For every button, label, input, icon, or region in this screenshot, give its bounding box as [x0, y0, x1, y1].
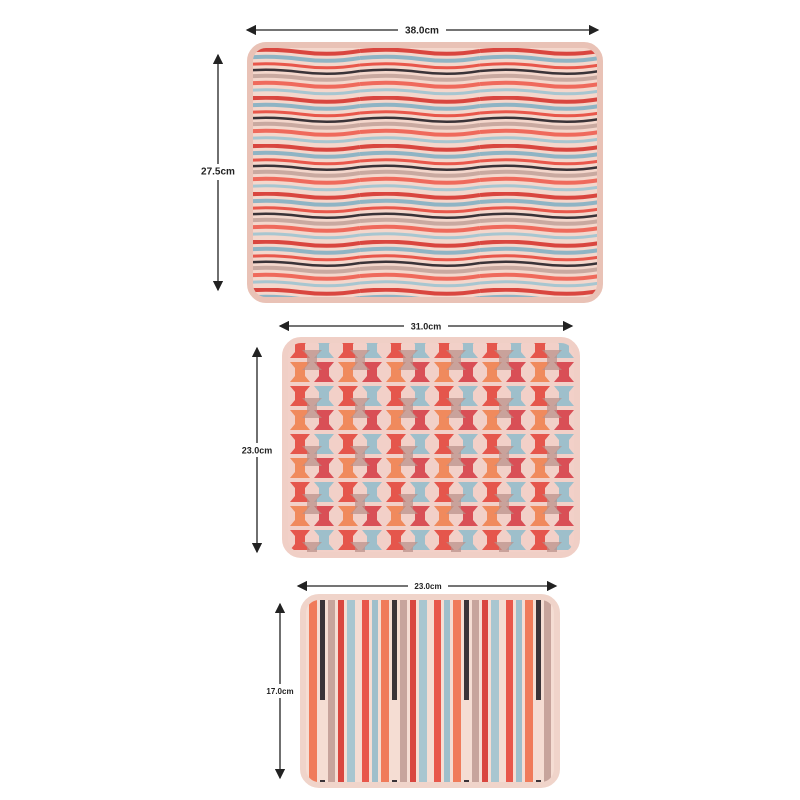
- height-label: 17.0cm: [266, 687, 293, 696]
- label-bg: [404, 319, 448, 333]
- label-bg: [235, 443, 279, 457]
- tray-medium: [282, 337, 580, 558]
- label-bg: [398, 22, 446, 38]
- height-label: 27.5cm: [201, 167, 235, 178]
- height-label: 23.0cm: [242, 445, 273, 455]
- width-label: 31.0cm: [411, 321, 442, 331]
- width-label: 23.0cm: [414, 582, 441, 591]
- label-bg: [408, 579, 448, 593]
- label-bg: [262, 684, 298, 698]
- tray-small: [300, 594, 560, 788]
- width-label: 38.0cm: [405, 26, 439, 37]
- tray-large: [247, 42, 603, 303]
- label-bg: [194, 164, 242, 180]
